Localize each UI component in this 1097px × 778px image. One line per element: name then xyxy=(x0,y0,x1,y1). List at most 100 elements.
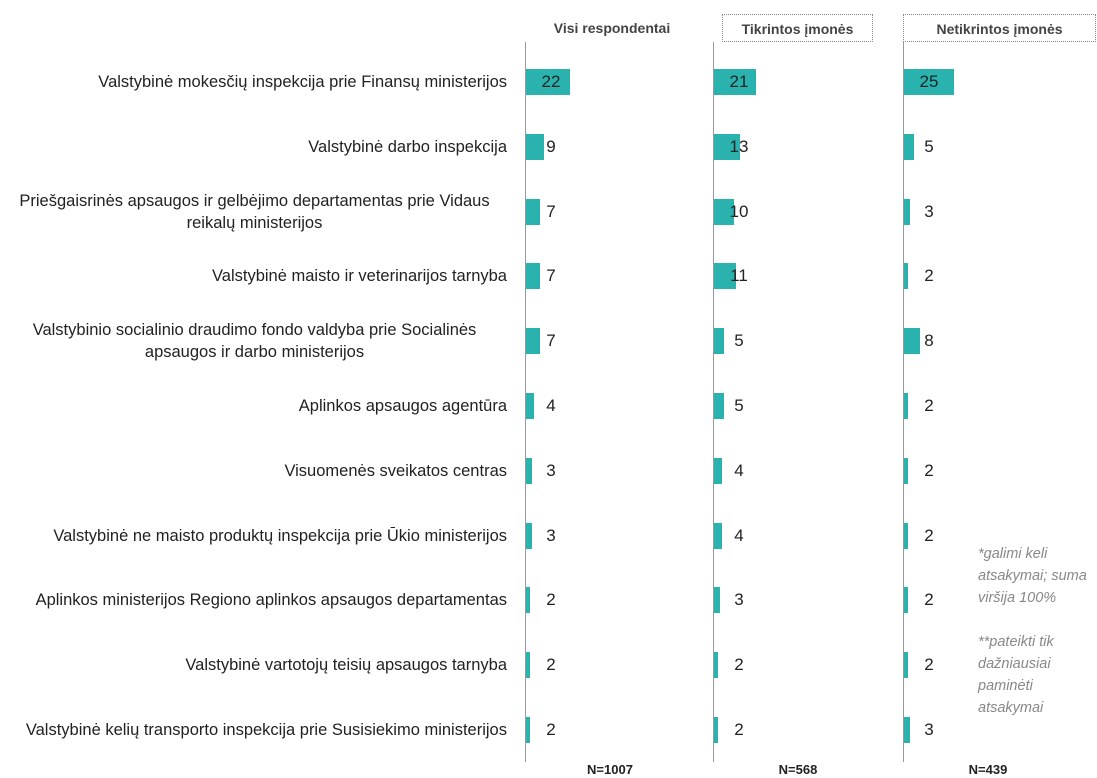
value-label: 3 xyxy=(924,201,934,221)
value-label: 2 xyxy=(546,720,556,739)
category-text: Valstybinė vartotojų teisių apsaugos tar… xyxy=(185,656,507,675)
value-label: 2 xyxy=(924,396,934,415)
bar xyxy=(904,328,920,355)
bar xyxy=(904,69,954,95)
value-label: 3 xyxy=(734,590,744,610)
bar xyxy=(526,69,570,95)
value-label: 21 xyxy=(729,72,749,91)
bar xyxy=(714,717,718,743)
bar xyxy=(714,587,720,614)
value-label: 2 xyxy=(924,266,934,286)
value-label: 2 xyxy=(924,655,934,675)
value-label: 8 xyxy=(924,331,934,351)
value-label: 10 xyxy=(729,201,749,221)
sample-size: N=568 xyxy=(778,762,818,777)
bar xyxy=(526,522,532,549)
bar xyxy=(714,457,722,484)
value-label: 5 xyxy=(734,396,744,415)
value-label: 2 xyxy=(924,525,934,545)
bar xyxy=(714,69,756,95)
category-label: Valstybinė vartotojų teisių apsaugos tar… xyxy=(0,654,507,676)
value-label: 2 xyxy=(734,655,744,675)
value-label: 22 xyxy=(541,72,561,91)
value-label: 4 xyxy=(734,525,744,545)
value-label: 25 xyxy=(919,72,939,91)
axis-line xyxy=(713,42,714,762)
category-label: Aplinkos apsaugos agentūra xyxy=(0,395,507,417)
bar xyxy=(904,522,908,549)
series-header: Visi respondentai xyxy=(553,20,671,36)
bar xyxy=(526,587,530,614)
value-label: 5 xyxy=(734,331,744,351)
bar xyxy=(904,652,908,679)
category-label: Aplinkos ministerijos Regiono aplinkos a… xyxy=(0,589,507,611)
category-text: Aplinkos ministerijos Regiono aplinkos a… xyxy=(35,591,507,610)
bar xyxy=(526,263,540,290)
bar xyxy=(714,522,722,549)
bar xyxy=(526,652,530,679)
category-text: Valstybinė maisto ir veterinarijos tarny… xyxy=(212,267,507,286)
value-label: 2 xyxy=(924,460,934,480)
value-label: 2 xyxy=(546,590,556,610)
value-label: 13 xyxy=(729,136,749,156)
value-label: 7 xyxy=(546,331,556,351)
category-text: Valstybinė mokesčių inspekcija prie Fina… xyxy=(98,73,507,91)
bar xyxy=(714,263,736,290)
axis-line xyxy=(903,42,904,762)
category-label: Visuomenės sveikatos centras xyxy=(0,460,507,482)
bar xyxy=(904,393,908,419)
category-label: Valstybinė darbo inspekcija xyxy=(0,136,507,158)
category-text: Aplinkos apsaugos agentūra xyxy=(298,397,507,415)
sample-size: N=439 xyxy=(968,762,1008,777)
footnote: **pateikti tik dažniausiai paminėti atsa… xyxy=(978,634,1054,716)
value-label: 7 xyxy=(546,201,556,221)
category-label: Valstybinė ne maisto produktų inspekcija… xyxy=(0,525,507,547)
value-label: 4 xyxy=(546,396,556,415)
category-text: Visuomenės sveikatos centras xyxy=(284,461,507,480)
bar xyxy=(904,263,908,290)
category-text: Valstybinė ne maisto produktų inspekcija… xyxy=(53,526,507,545)
value-label: 2 xyxy=(734,720,744,739)
category-label: Valstybinio socialinio draudimo fondo va… xyxy=(0,319,507,363)
bar xyxy=(526,717,530,743)
bar xyxy=(526,393,534,419)
category-text: Priešgaisrinės apsaugos ir gelbėjimo dep… xyxy=(19,191,490,232)
bar xyxy=(904,587,908,614)
value-label: 4 xyxy=(734,460,744,480)
value-label: 2 xyxy=(546,655,556,675)
value-label: 9 xyxy=(546,136,556,156)
bar xyxy=(714,328,724,355)
bar xyxy=(526,198,540,225)
category-text: Valstybinio socialinio draudimo fondo va… xyxy=(32,321,477,362)
bar xyxy=(714,133,740,160)
value-label: 3 xyxy=(924,720,934,739)
series-header: Netikrintos įmonės xyxy=(903,14,1096,42)
bar xyxy=(714,198,734,225)
bar xyxy=(526,457,532,484)
value-label: 5 xyxy=(924,136,934,156)
bar xyxy=(904,457,908,484)
series-header: Tikrintos įmonės xyxy=(722,14,873,42)
bar xyxy=(714,652,718,679)
bar xyxy=(904,198,910,225)
category-label: Priešgaisrinės apsaugos ir gelbėjimo dep… xyxy=(0,190,507,234)
value-label: 2 xyxy=(924,590,934,610)
bar xyxy=(904,717,910,743)
category-text: Valstybinė kelių transporto inspekcija p… xyxy=(25,721,507,739)
footnote: *galimi keli atsakymai; suma viršija 100… xyxy=(978,546,1087,606)
category-text: Valstybinė darbo inspekcija xyxy=(308,137,507,156)
value-label: 3 xyxy=(546,525,556,545)
bar xyxy=(526,133,544,160)
value-label: 3 xyxy=(546,460,556,480)
value-label: 11 xyxy=(730,266,748,286)
sample-size: N=1007 xyxy=(587,762,633,777)
bar xyxy=(526,328,540,355)
category-label: Valstybinė maisto ir veterinarijos tarny… xyxy=(0,265,507,287)
category-label: Valstybinė mokesčių inspekcija prie Fina… xyxy=(0,71,507,93)
value-label: 7 xyxy=(546,266,556,286)
category-label: Valstybinė kelių transporto inspekcija p… xyxy=(0,719,507,741)
axis-line xyxy=(525,42,526,762)
bar xyxy=(714,393,724,419)
bar xyxy=(904,133,914,160)
